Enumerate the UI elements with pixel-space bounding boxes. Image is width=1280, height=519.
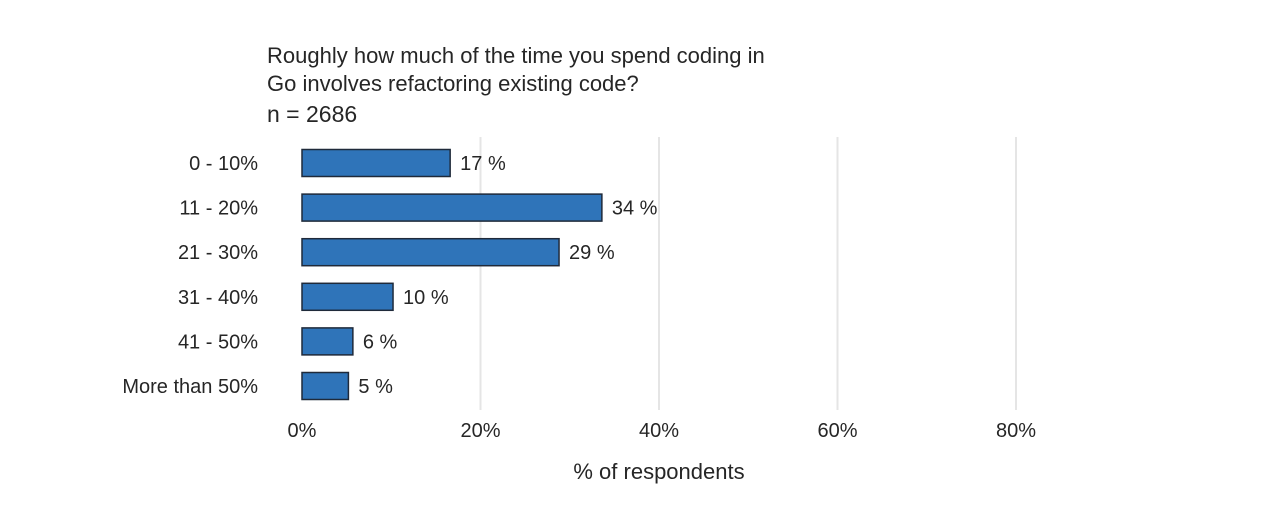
bar <box>301 237 560 267</box>
x-tick-label: 0% <box>288 420 317 442</box>
value-label: 10 % <box>403 287 449 309</box>
bar <box>301 282 394 312</box>
value-label: 17 % <box>460 153 506 175</box>
bar <box>301 327 354 356</box>
bars <box>301 148 603 401</box>
gridlines <box>479 137 1017 410</box>
category-label: 11 - 20% <box>179 198 258 220</box>
category-label: 0 - 10% <box>189 153 258 175</box>
chart-title-line-2: Go involves refactoring existing code? <box>267 71 639 96</box>
value-label: 34 % <box>612 198 658 220</box>
bar <box>301 371 350 401</box>
value-label: 5 % <box>358 376 393 398</box>
x-tick-label: 80% <box>996 420 1036 442</box>
category-label: 21 - 30% <box>178 242 258 264</box>
category-label: 41 - 50% <box>178 331 258 353</box>
x-tick-label: 60% <box>817 420 857 442</box>
chart-subtitle: n = 2686 <box>267 101 358 127</box>
x-tick-label: 20% <box>460 420 500 442</box>
bar <box>301 193 603 222</box>
bar <box>301 148 451 178</box>
value-label: 6 % <box>363 331 398 353</box>
x-tick-label: 40% <box>639 420 679 442</box>
value-label: 29 % <box>569 242 615 264</box>
category-label: 31 - 40% <box>178 287 258 309</box>
chart-title-line-1: Roughly how much of the time you spend c… <box>267 43 765 68</box>
category-label: More than 50% <box>122 376 258 398</box>
labels: 0% 20% 40% 60% 80% 0 - 10% 17 % 11 - 20% 34 % 21 … <box>122 153 1036 442</box>
x-axis-title: % of respondents <box>573 459 744 484</box>
